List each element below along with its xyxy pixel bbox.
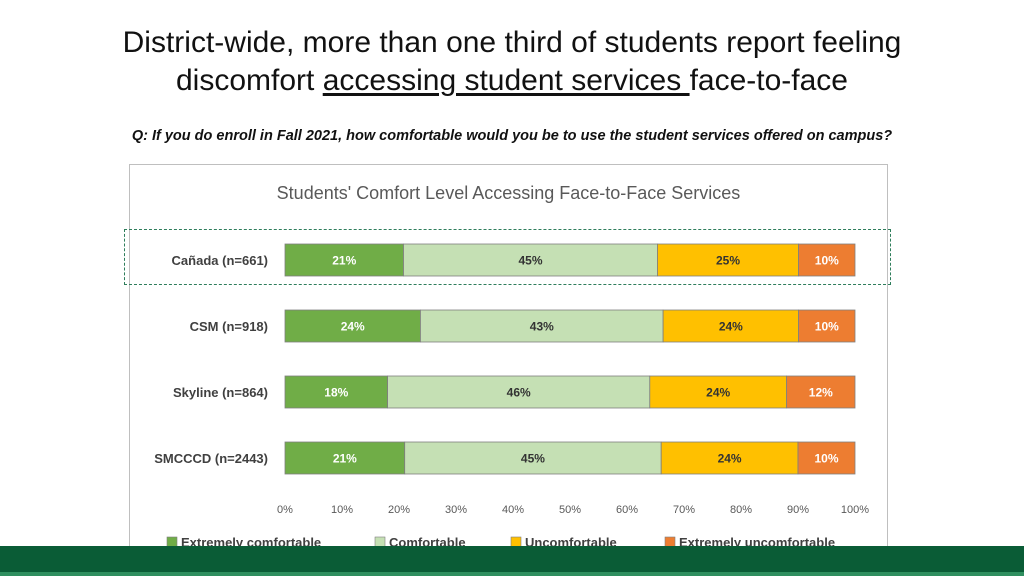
data-label: 10%	[814, 452, 838, 466]
bar-segment	[649, 375, 787, 409]
data-label: 24%	[719, 320, 743, 334]
data-label: 21%	[332, 254, 356, 268]
bar-segment	[284, 375, 388, 409]
stacked-bar-chart: Cañada (n=661) 21% 45% 25% 10% CSM (n=918) 24%…	[154, 243, 869, 550]
data-label: 46%	[507, 386, 531, 400]
data-label: 10%	[815, 320, 839, 334]
data-label: 45%	[521, 452, 545, 466]
title-line-2: discomfort accessing student services fa…	[40, 62, 984, 100]
bar-segment	[797, 441, 856, 475]
x-tick-label: 0%	[277, 504, 293, 516]
bar-segment	[798, 243, 856, 277]
bar-segment	[420, 309, 664, 343]
bar-segment	[387, 375, 651, 409]
x-tick-label: 30%	[445, 504, 467, 516]
survey-question: Q: If you do enroll in Fall 2021, how co…	[131, 128, 893, 144]
x-tick-label: 40%	[502, 504, 524, 516]
title-line-1: District-wide, more than one third of st…	[122, 26, 902, 59]
bar-segment	[657, 243, 799, 277]
x-tick-label: 60%	[616, 504, 638, 516]
x-tick-label: 20%	[388, 504, 410, 516]
data-label: 24%	[706, 386, 730, 400]
data-label: 45%	[518, 254, 542, 268]
bar-segment	[786, 375, 856, 409]
data-label: 10%	[815, 254, 839, 268]
category-label: Skyline (n=864)	[173, 385, 268, 400]
bar-segment	[660, 441, 799, 475]
footer-band	[0, 546, 1024, 576]
highlight-box-canada	[124, 229, 891, 285]
x-tick-label: 100%	[841, 504, 869, 516]
footer-band-stripe	[0, 572, 1024, 576]
data-label: 43%	[530, 320, 554, 334]
bar-segment	[284, 243, 404, 277]
x-tick-label: 10%	[331, 504, 353, 516]
title-underlined-text: accessing student services	[322, 64, 690, 97]
data-label: 24%	[341, 320, 365, 334]
data-label: 12%	[809, 386, 833, 400]
slide-title: District-wide, more than one third of st…	[40, 24, 984, 100]
data-label: 24%	[718, 452, 742, 466]
bar-segment	[404, 441, 662, 475]
title-line-2-pre: discomfort	[176, 64, 323, 97]
category-label: CSM (n=918)	[190, 319, 268, 334]
bar-segment	[284, 309, 421, 343]
bar-segment	[798, 309, 856, 343]
x-tick-label: 90%	[787, 504, 809, 516]
bar-segment	[403, 243, 658, 277]
category-label: Cañada (n=661)	[172, 253, 268, 268]
data-label: 18%	[324, 386, 348, 400]
x-tick-label: 80%	[730, 504, 752, 516]
title-line-2-post: face-to-face	[689, 64, 848, 97]
bar-segment	[662, 309, 799, 343]
x-tick-label: 50%	[559, 504, 581, 516]
data-label: 21%	[333, 452, 357, 466]
category-label: SMCCCD (n=2443)	[154, 451, 268, 466]
bar-segment	[284, 441, 406, 475]
chart-title: Students' Comfort Level Accessing Face-t…	[276, 183, 741, 203]
x-tick-label: 70%	[673, 504, 695, 516]
data-label: 25%	[716, 254, 740, 268]
chart-container: Students' Comfort Level Accessing Face-t…	[129, 164, 888, 566]
